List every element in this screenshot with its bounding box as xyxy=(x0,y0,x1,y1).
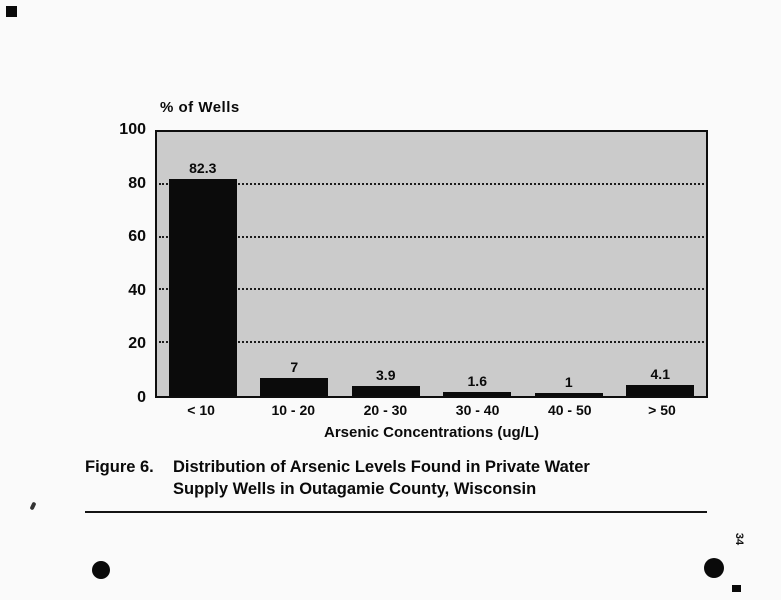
bar-value-label: 82.3 xyxy=(189,159,217,176)
gridline-20 xyxy=(159,341,704,344)
x-tick-label: > 50 xyxy=(648,402,676,418)
bar-value-label: 1 xyxy=(564,374,573,391)
figure-caption-text: Distribution of Arsenic Levels Found in … xyxy=(173,456,590,500)
bar-4 xyxy=(443,391,512,396)
bar-value-label: 7 xyxy=(290,358,299,375)
scan-artifact-top-left xyxy=(6,6,17,17)
figure-caption: Figure 6. Distribution of Arsenic Levels… xyxy=(85,456,590,500)
gridline-80 xyxy=(159,182,704,185)
y-tick-label: 60 xyxy=(128,228,146,246)
y-tick-label: 0 xyxy=(137,389,146,406)
y-axis-title: % of Wells xyxy=(160,99,240,116)
x-axis: < 10 10 - 20 20 - 30 30 - 40 40 - 50 > 50 xyxy=(155,402,708,418)
bar-6 xyxy=(626,385,695,396)
punch-dot-left xyxy=(92,561,110,579)
bar-5 xyxy=(534,393,603,396)
stray-mark xyxy=(29,501,37,511)
plot-area: 82.3 7 3.9 1.6 1 4.1 xyxy=(155,130,708,398)
caption-line-2: Supply Wells in Outagamie County, Wiscon… xyxy=(173,480,537,498)
bar-value-label: 4.1 xyxy=(650,366,670,383)
gridline-40 xyxy=(159,288,704,291)
x-tick-label: 30 - 40 xyxy=(455,402,500,418)
gridline-60 xyxy=(159,235,704,238)
x-tick-label: 40 - 50 xyxy=(547,402,592,418)
bar-value-label: 3.9 xyxy=(376,366,396,383)
page-number: 34 xyxy=(733,532,746,546)
scan-artifact-bottom-right xyxy=(732,585,741,592)
caption-line-1: Distribution of Arsenic Levels Found in … xyxy=(173,458,590,476)
x-tick-label: 10 - 20 xyxy=(271,402,316,418)
bar-value-label: 1.6 xyxy=(467,372,487,389)
bar-2 xyxy=(260,377,329,396)
horizontal-rule xyxy=(85,511,707,513)
x-axis-title: Arsenic Concentrations (ug/L) xyxy=(323,424,540,441)
bar-3 xyxy=(351,385,420,396)
x-tick-label: < 10 xyxy=(187,402,215,418)
y-tick-label: 80 xyxy=(128,174,146,192)
y-tick-label: 100 xyxy=(119,121,146,138)
y-tick-label: 20 xyxy=(128,335,146,353)
y-axis: 100 80 60 40 20 0 xyxy=(100,121,146,406)
figure-label: Figure 6. xyxy=(85,458,154,476)
bar-1 xyxy=(168,178,237,396)
y-tick-label: 40 xyxy=(128,281,146,299)
x-tick-label: 20 - 30 xyxy=(363,402,408,418)
punch-dot-right xyxy=(704,558,724,578)
